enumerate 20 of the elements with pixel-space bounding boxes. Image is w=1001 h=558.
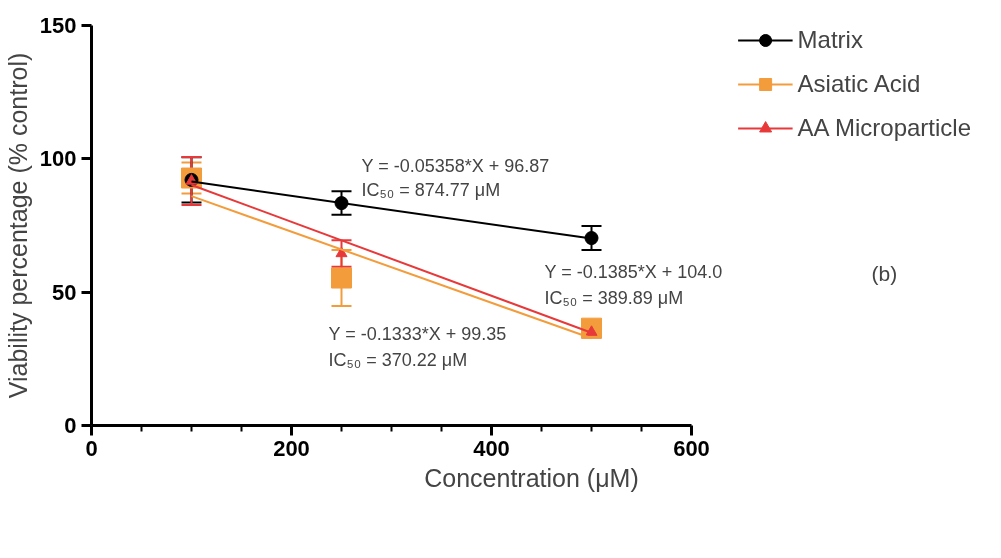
x-tick-label: 600	[673, 435, 710, 461]
y-axis-title: Viability percentage (% control)	[3, 52, 32, 399]
legend-label: AA Microparticle	[797, 114, 971, 142]
annotation: Y = -0.05358*X + 96.87	[361, 155, 550, 176]
y-tick-label: 150	[39, 13, 77, 38]
text: (b)	[871, 262, 898, 285]
annotation: IC₅₀ = 370.22 μM	[328, 349, 468, 370]
x-axis-title: Concentration (μM)	[424, 463, 639, 492]
annotation: IC₅₀ = 874.77 μM	[361, 179, 501, 200]
x-tick-label: 0	[85, 435, 98, 461]
annotation: IC₅₀ = 389.89 μM	[544, 287, 684, 308]
annotation: Y = -0.1333*X + 99.35	[328, 323, 507, 344]
legend-label: Asiatic Acid	[797, 70, 921, 98]
legend-label: Matrix	[797, 26, 863, 54]
x-tick-label: 400	[473, 435, 510, 461]
y-tick-label: 50	[52, 279, 77, 305]
x-tick-label: 200	[273, 435, 310, 461]
y-tick-label: 0	[64, 413, 77, 438]
annotation: Y = -0.1385*X + 104.0	[544, 261, 723, 282]
y-tick-label: 100	[39, 146, 77, 172]
